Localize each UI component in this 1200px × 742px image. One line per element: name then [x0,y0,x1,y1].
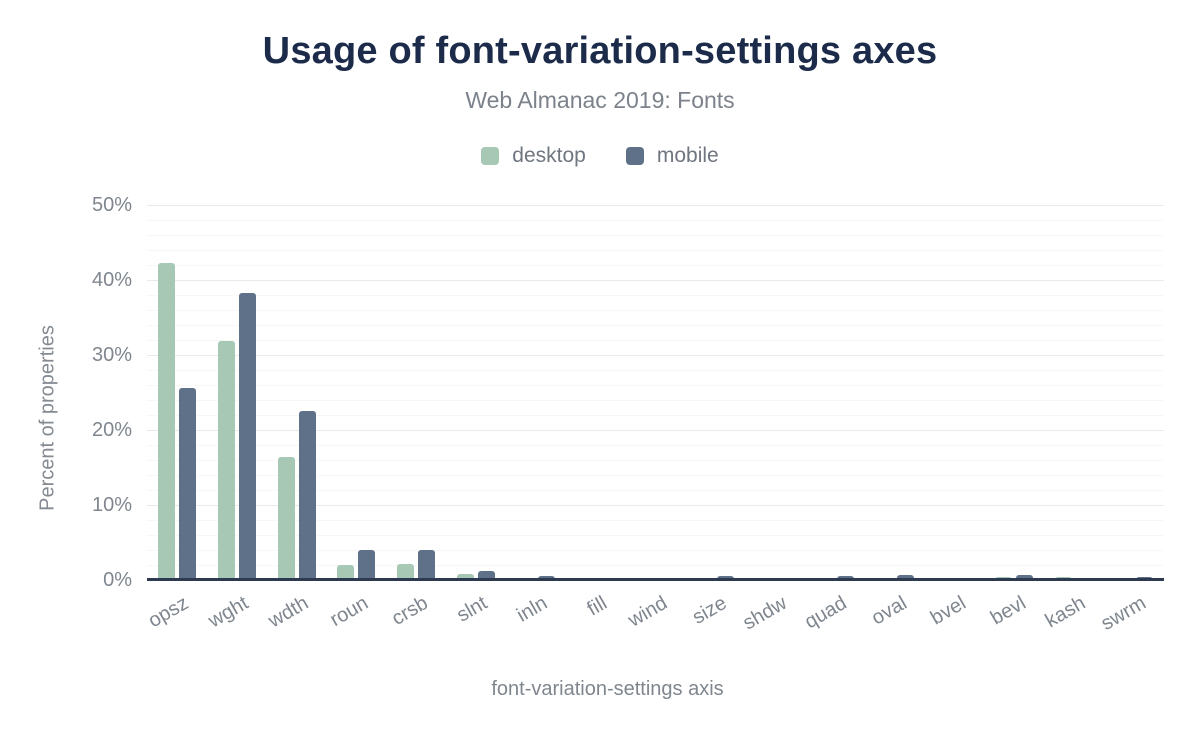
x-axis-category-label: oval [867,592,911,630]
y-axis-title: Percent of properties [36,325,59,511]
bar-group: inln [513,205,555,627]
bar-desktop[interactable] [636,577,654,580]
bar-mobile[interactable] [1135,577,1153,580]
bar-mobile[interactable] [418,550,436,580]
y-axis-tick-label: 20% [91,419,132,441]
bar-group: kash [1042,205,1093,632]
legend-label: desktop [512,144,586,167]
x-axis-category-label: crsb [387,592,432,630]
legend-swatch-mobile [625,147,644,165]
bar-group: size [689,205,735,629]
bar-group: bvel [927,205,973,629]
bar-group: shdw [739,205,794,634]
bar-mobile[interactable] [298,410,316,580]
bar-group: roun [326,205,376,631]
x-axis-category-label: kash [1042,592,1090,633]
bar-group: swrm [1097,205,1153,635]
legend-swatch-desktop [481,147,500,165]
x-axis-category-label: quad [800,592,851,634]
bar-mobile[interactable] [717,575,735,580]
y-axis-tick-label: 0% [103,569,132,591]
bar-desktop[interactable] [935,577,953,580]
legend-label: mobile [656,144,719,167]
x-axis-category-label: opsz [144,592,193,633]
bar-groups: opsz wght wdth roun crsb slnt inln fill wind size… [145,205,1164,635]
bar-group: slnt [454,205,495,627]
bar-group: wght [205,205,256,632]
y-axis-ticks: 0% 10% 20% 30% 40% 50% [92,194,1164,591]
bar-desktop[interactable] [277,457,295,580]
bar-desktop[interactable] [875,577,893,580]
bar-group: opsz [145,205,196,632]
x-axis-category-label: wind [624,592,671,632]
bar-desktop[interactable] [1055,577,1073,580]
x-axis-category-label: fill [583,592,612,621]
x-axis-category-label: bevl [987,592,1030,630]
bar-desktop[interactable] [995,577,1013,580]
plot-area: 0% 10% 20% 30% 40% 50% opsz wght wdth roun crsb sl… [92,194,1164,635]
bar-desktop[interactable] [397,564,415,580]
x-axis-category-label: shdw [739,592,791,635]
legend: desktop mobile [0,144,1200,168]
y-axis-tick-label: 30% [91,344,132,366]
bar-mobile[interactable] [1016,574,1034,580]
x-axis-title: font-variation-settings axis [491,678,724,700]
bar-group: wdth [265,205,316,632]
bar-desktop[interactable] [696,577,714,580]
bar-group: wind [624,205,674,632]
chart-subtitle: Web Almanac 2019: Fonts [465,87,735,113]
bar-desktop[interactable] [456,574,474,580]
legend-item-desktop[interactable]: desktop [481,144,586,168]
bar-mobile[interactable] [477,571,495,580]
bar-desktop[interactable] [337,565,355,580]
x-axis-category-label: wdth [264,592,313,633]
x-axis-category-label: slnt [453,592,492,627]
bar-group: crsb [388,205,436,630]
bar-mobile[interactable] [358,550,376,580]
bar-desktop[interactable] [576,577,594,580]
y-axis-tick-label: 40% [91,269,132,291]
bar-mobile[interactable] [178,388,196,580]
bar-group: oval [867,205,914,629]
bar-mobile[interactable] [537,575,555,580]
bar-desktop[interactable] [217,340,235,580]
chart-title: Usage of font-variation-settings axes [262,30,938,72]
legend-item-mobile[interactable]: mobile [625,144,719,168]
x-axis-category-label: bvel [927,592,971,630]
y-axis-tick-label: 50% [91,194,132,216]
x-axis-category-label: wght [204,592,253,633]
y-axis-tick-label: 10% [91,494,132,516]
x-axis-category-label: size [688,592,731,629]
x-axis-category-label: swrm [1097,592,1150,635]
bar-mobile[interactable] [238,292,256,580]
bar-desktop[interactable] [157,262,175,580]
bar-group: fill [576,205,615,620]
x-axis-category-label: roun [326,592,372,632]
x-axis-category-label: inln [513,592,552,627]
bar-mobile[interactable] [836,575,854,580]
bar-group: bevl [987,205,1034,629]
bar-desktop[interactable] [516,577,534,580]
bar-mobile[interactable] [896,574,914,580]
bar-group: quad [801,205,854,633]
bar-desktop[interactable] [756,577,774,580]
bar-desktop[interactable] [815,577,833,580]
bar-desktop[interactable] [1114,579,1132,580]
